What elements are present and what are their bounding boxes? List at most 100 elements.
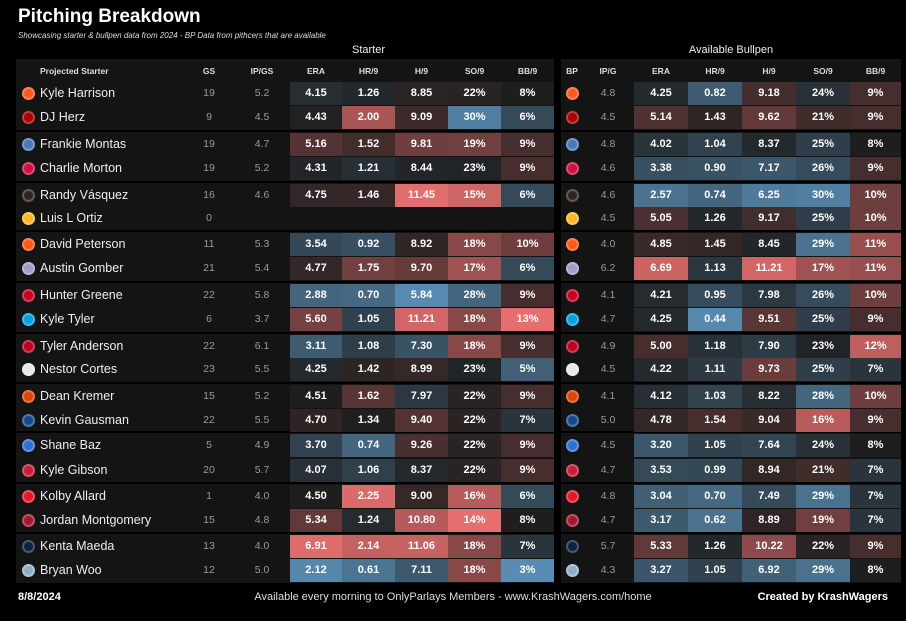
bullpen-bb9-cell: 10% — [850, 284, 901, 307]
starter-so9-cell: 18% — [448, 308, 501, 331]
bullpen-hr9-cell: 1.43 — [688, 106, 742, 129]
starter-so9-cell: 22% — [448, 82, 501, 105]
starter-ipgs: 3.7 — [254, 313, 270, 325]
bullpen-ipg: 4.9 — [600, 340, 616, 352]
diamondbacks-logo — [566, 514, 579, 527]
orioles-logo — [566, 390, 579, 403]
starter-gs: 22 — [203, 340, 215, 352]
rockies-logo — [22, 262, 35, 275]
starter-ipgs: 5.2 — [254, 162, 270, 174]
bullpen-era-cell: 4.02 — [634, 133, 688, 156]
bullpen-hr9-cell: 1.54 — [688, 409, 742, 432]
starter-h9-cell: 7.30 — [395, 335, 448, 358]
starter-h9-cell: 9.26 — [395, 434, 448, 457]
bullpen-bb9-cell: 12% — [850, 335, 901, 358]
starter-ipgs: 5.5 — [254, 414, 270, 426]
bullpen-bb9-cell: 10% — [850, 385, 901, 408]
bullpen-header-1: IP/G — [599, 66, 617, 76]
starter-era-cell: 5.34 — [290, 509, 342, 532]
starter-bb9-cell: 8% — [501, 82, 554, 105]
starter-gs: 0 — [206, 212, 212, 224]
padres-logo — [22, 189, 35, 202]
bullpen-era-cell: 5.05 — [634, 207, 688, 230]
bullpen-so9-cell: 25% — [796, 308, 850, 331]
bullpen-so9-cell: 26% — [796, 157, 850, 180]
starter-hr9-cell: 1.24 — [342, 509, 395, 532]
starter-h9-cell: 11.06 — [395, 535, 448, 558]
bullpen-header-0: BP — [566, 66, 578, 76]
bullpen-h9-cell: 8.22 — [742, 385, 796, 408]
bullpen-hr9-cell: 0.99 — [688, 459, 742, 482]
bullpen-so9-cell: 29% — [796, 485, 850, 508]
bullpen-so9-cell: 16% — [796, 409, 850, 432]
starter-bb9-cell: 6% — [501, 184, 554, 207]
starter-era-cell: 3.54 — [290, 233, 342, 256]
starter-hr9-cell — [342, 207, 395, 230]
reds-logo — [22, 289, 35, 302]
bullpen-ipg: 4.1 — [600, 390, 616, 402]
starter-hr9-cell: 1.42 — [342, 358, 395, 381]
starter-h9-cell: 9.81 — [395, 133, 448, 156]
starter-hr9-cell: 1.05 — [342, 308, 395, 331]
bullpen-bb9-cell: 9% — [850, 82, 901, 105]
starter-hr9-cell: 1.26 — [342, 82, 395, 105]
starter-so9-cell: 22% — [448, 409, 501, 432]
starter-ipgs: 4.0 — [254, 540, 270, 552]
starter-bb9-cell: 9% — [501, 459, 554, 482]
group-separator — [561, 281, 901, 283]
bullpen-bb9-cell: 9% — [850, 409, 901, 432]
bullpen-h9-cell: 9.62 — [742, 106, 796, 129]
bluejays-logo — [566, 414, 579, 427]
bullpen-h9-cell: 8.89 — [742, 509, 796, 532]
bullpen-so9-cell: 25% — [796, 133, 850, 156]
bullpen-h9-cell: 9.18 — [742, 82, 796, 105]
bullpen-hr9-cell: 1.26 — [688, 207, 742, 230]
bullpen-h9-cell: 6.25 — [742, 184, 796, 207]
bullpen-bb9-cell: 7% — [850, 485, 901, 508]
starter-name: Kevin Gausman — [40, 413, 129, 427]
starter-so9-cell: 16% — [448, 485, 501, 508]
starter-h9-cell: 10.80 — [395, 509, 448, 532]
bullpen-hr9-cell: 1.26 — [688, 535, 742, 558]
starter-bb9-cell: 8% — [501, 509, 554, 532]
starter-hr9-cell: 0.61 — [342, 559, 395, 582]
bullpen-header-3: HR/9 — [705, 66, 725, 76]
bullpen-era-cell: 4.22 — [634, 358, 688, 381]
bullpen-h9-cell: 9.51 — [742, 308, 796, 331]
bullpen-ipg: 4.8 — [600, 490, 616, 502]
bullpen-hr9-cell: 1.05 — [688, 434, 742, 457]
bullpen-group-label: Available Bullpen — [688, 44, 774, 56]
starter-h9-cell: 8.85 — [395, 82, 448, 105]
group-separator — [16, 181, 554, 183]
cardinals-logo — [22, 464, 35, 477]
tigers-logo — [22, 540, 35, 553]
mariners-logo — [566, 564, 579, 577]
starter-ipgs: 5.0 — [254, 564, 270, 576]
starter-bb9-cell: 7% — [501, 535, 554, 558]
bullpen-h9-cell: 7.17 — [742, 157, 796, 180]
bullpen-ipg: 5.0 — [600, 414, 616, 426]
bullpen-ipg: 4.0 — [600, 238, 616, 250]
braves-logo — [566, 162, 579, 175]
starter-h9-cell — [395, 207, 448, 230]
starter-gs: 15 — [203, 514, 215, 526]
starter-name: Kenta Maeda — [40, 539, 115, 553]
starter-gs: 21 — [203, 262, 215, 274]
starter-name: Kyle Gibson — [40, 463, 108, 477]
bullpen-hr9-cell: 1.18 — [688, 335, 742, 358]
starter-name: Randy Vásquez — [40, 188, 129, 202]
bullpen-so9-cell: 30% — [796, 184, 850, 207]
bullpen-h9-cell: 7.64 — [742, 434, 796, 457]
bullpen-hr9-cell: 0.90 — [688, 157, 742, 180]
footer-credit: Created by KrashWagers — [757, 591, 888, 603]
bullpen-era-cell: 4.21 — [634, 284, 688, 307]
bullpen-ipg: 4.7 — [600, 313, 616, 325]
bullpen-era-cell: 2.57 — [634, 184, 688, 207]
starter-bb9-cell: 10% — [501, 233, 554, 256]
starter-bb9-cell: 13% — [501, 308, 554, 331]
bullpen-so9-cell: 25% — [796, 207, 850, 230]
group-separator — [16, 332, 554, 334]
starter-name: Kyle Harrison — [40, 86, 116, 100]
starter-hr9-cell: 1.52 — [342, 133, 395, 156]
starter-gs: 1 — [206, 490, 212, 502]
